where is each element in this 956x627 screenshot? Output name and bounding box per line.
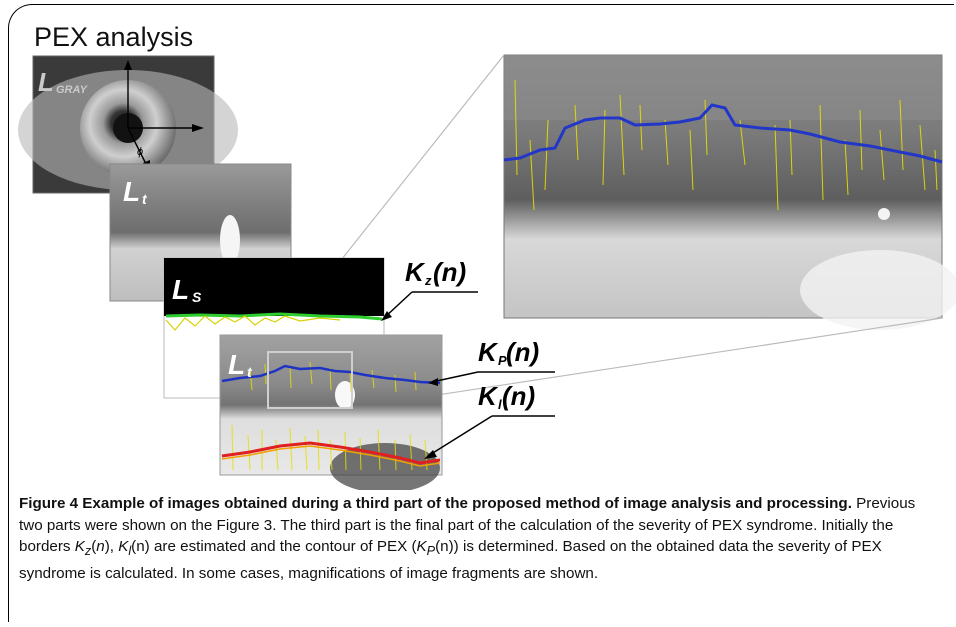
kl-label-group: K l (n)	[424, 381, 555, 459]
kl-subscript: l	[498, 397, 502, 412]
kp-subscript: P	[498, 353, 507, 368]
l-gray-label: L	[38, 67, 54, 97]
caption-kz-k: K	[74, 538, 85, 555]
phi-label: ϕ	[137, 146, 143, 158]
kp-label-group: K P (n)	[428, 337, 555, 386]
kl-arg: (n)	[502, 381, 535, 411]
kz-label: K	[405, 257, 426, 287]
caption-text-3: (n) are estimated and the contour of PEX…	[131, 538, 417, 555]
lt-image-2: L t	[219, 334, 443, 490]
lt-label-2: L	[228, 349, 245, 380]
figure-title: PEX analysis	[34, 22, 193, 52]
lt-label-1: L	[123, 176, 140, 207]
kp-arg: (n)	[506, 337, 539, 367]
caption-kp-k: K	[416, 538, 427, 555]
kz-arg: (n)	[433, 257, 466, 287]
caption-text-1: Previous two parts were shown on the Fig…	[19, 495, 916, 555]
ls-label: L	[172, 274, 189, 305]
kz-subscript: z	[424, 273, 432, 288]
figure-illustration: PEX analysis ϕ r L GRAY L t	[18, 22, 956, 490]
lt-subscript-1: t	[142, 191, 148, 207]
caption-kz-n: n	[96, 538, 105, 555]
caption-open-paren-1: (	[91, 538, 97, 555]
fragment-box	[267, 351, 353, 409]
caption-text-4: (n)) is determined. Based on the obtaine…	[19, 538, 882, 582]
figure-frame	[8, 4, 954, 622]
caption-close-paren-1: )	[104, 538, 110, 555]
caption-text-2: ,	[109, 538, 119, 555]
caption-title: Figure 4 Example of images obtained duri…	[19, 495, 852, 512]
caption-kz-sub: z	[84, 544, 92, 559]
l-gray-subscript: GRAY	[56, 84, 89, 96]
ls-subscript: S	[192, 289, 202, 305]
kp-label: K	[478, 337, 499, 367]
kl-label: K	[478, 381, 499, 411]
figure-caption: Figure 4 Example of images obtained duri…	[19, 493, 939, 584]
kz-label-group: K z (n)	[381, 257, 478, 321]
caption-kp-sub: P	[426, 544, 436, 559]
magnified-image	[503, 54, 956, 330]
zoom-line-bottom	[351, 317, 943, 409]
lt-subscript-2: t	[247, 364, 253, 380]
caption-kl-sub: l	[128, 544, 132, 559]
caption-kl-k: K	[118, 538, 129, 555]
